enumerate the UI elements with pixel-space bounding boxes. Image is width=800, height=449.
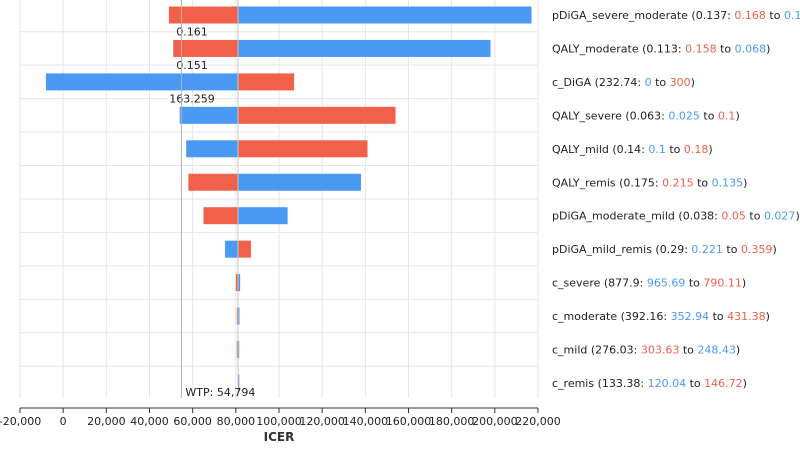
parameter-label-QALY_moderate: QALY_moderate (0.113: 0.158 to 0.068) (552, 42, 770, 55)
wtp-label: WTP: 54,794 (185, 386, 255, 399)
bar-high-QALY_moderate (237, 39, 491, 57)
bar-high-c_mild (236, 341, 238, 358)
bar-low-c_mild (237, 341, 240, 358)
x-tick-label: 120,000 (299, 415, 345, 428)
bar-high-QALY_mild (186, 140, 238, 158)
bar-high-pDiGA_severe_moderate (237, 6, 532, 24)
parameter-label-QALY_severe: QALY_severe (0.063: 0.025 to 0.1) (552, 109, 740, 122)
bar-high-QALY_severe (179, 106, 238, 124)
parameter-label-QALY_mild: QALY_mild (0.14: 0.1 to 0.18) (552, 143, 713, 156)
parameter-label-pDiGA_moderate_mild: pDiGA_moderate_mild (0.038: 0.05 to 0.02… (552, 210, 800, 223)
bar-high-c_DiGA (45, 73, 238, 91)
parameter-label-c_mild: c_mild (276.03: 303.63 to 248.43) (552, 344, 740, 357)
reference-lines: WTP: 54,794 (180, 0, 255, 399)
grid-lines (19, 0, 539, 398)
x-tick-label: 80,000 (217, 415, 256, 428)
bar-high-c_moderate (237, 307, 240, 325)
bar-low-c_moderate (236, 307, 238, 325)
bar-low-pDiGA_severe_moderate (168, 6, 238, 24)
x-tick-label: 60,000 (173, 415, 212, 428)
bar-note-c_DiGA: 163.259 (169, 92, 215, 105)
bar-low-QALY_remis (188, 173, 238, 191)
bar-high-pDiGA_mild_remis (225, 240, 238, 258)
x-tick-label: 220,000 (515, 415, 561, 428)
x-tick-label: 140,000 (343, 415, 389, 428)
bar-note-pDiGA_severe_moderate: 0.161 (176, 26, 208, 39)
bar-high-pDiGA_moderate_mild (237, 207, 288, 225)
parameter-label-c_moderate: c_moderate (392.16: 352.94 to 431.38) (552, 310, 770, 323)
x-axis-title: ICER (264, 430, 295, 444)
parameter-label-c_severe: c_severe (877.9: 965.69 to 790.11) (552, 277, 746, 290)
x-tick-label: 100,000 (256, 415, 302, 428)
bar-high-c_severe (237, 274, 241, 292)
x-tick-label: 40,000 (130, 415, 169, 428)
x-tick-label: 180,000 (429, 415, 475, 428)
x-tick-label: -20,000 (0, 415, 41, 428)
x-tick-label: 200,000 (472, 415, 518, 428)
bar-note-QALY_moderate: 0.151 (176, 59, 208, 72)
bar-low-pDiGA_moderate_mild (203, 207, 238, 225)
bar-low-QALY_severe (237, 106, 396, 124)
parameter-label-pDiGA_mild_remis: pDiGA_mild_remis (0.29: 0.221 to 0.359) (552, 243, 777, 256)
parameter-label-c_remis: c_remis (133.38: 120.04 to 146.72) (552, 377, 747, 390)
bar-low-QALY_moderate (173, 39, 238, 57)
bar-high-QALY_remis (237, 173, 362, 191)
bar-high-c_remis (237, 374, 240, 392)
bar-low-QALY_mild (237, 140, 368, 158)
parameter-labels: pDiGA_severe_moderate (0.137: 0.168 to 0… (552, 9, 800, 390)
x-axis: -20,000 0 20,000 40,000 60,000 80,000 100,0001… (0, 407, 561, 428)
bar-low-c_severe (235, 274, 238, 292)
bars-group: 0.161 0.151 163.259 (45, 6, 532, 392)
parameter-label-pDiGA_severe_moderate: pDiGA_severe_moderate (0.137: 0.168 to 0… (552, 9, 800, 22)
bar-low-pDiGA_mild_remis (237, 240, 251, 258)
x-tick-label: 160,000 (386, 415, 432, 428)
parameter-label-c_DiGA: c_DiGA (232.74: 0 to 300) (552, 76, 695, 89)
x-tick-label: 20,000 (87, 415, 126, 428)
bar-low-c_DiGA (237, 73, 295, 91)
parameter-label-QALY_remis: QALY_remis (0.175: 0.215 to 0.135) (552, 176, 747, 189)
x-tick-label: 0 (60, 415, 67, 428)
